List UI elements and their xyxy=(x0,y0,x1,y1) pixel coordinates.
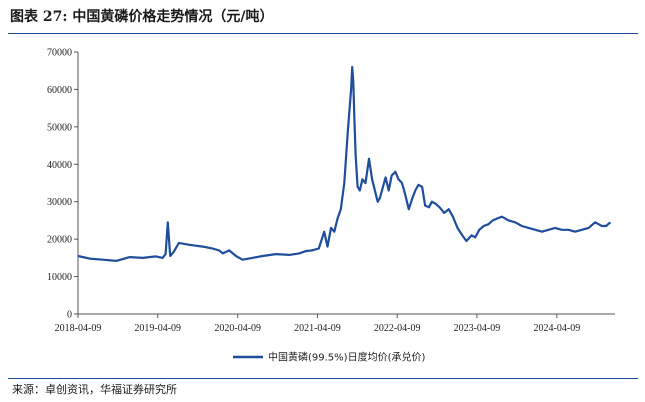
y-axis-ticks: 0 10000 20000 30000 40000 50000 60000 70000 xyxy=(47,48,78,321)
y-tick-label: 60000 xyxy=(47,85,72,96)
title-rule xyxy=(8,33,638,34)
x-axis-ticks: 2018-04-09 2019-04-09 2020-04-09 2021-04-09… xyxy=(55,314,581,334)
chart-legend: 中国黄磷(99.5%)日度均价(承兑价) xyxy=(233,351,425,364)
x-tick-label: 2019-04-09 xyxy=(134,323,181,334)
x-tick-label: 2024-04-09 xyxy=(534,323,581,334)
y-tick-label: 40000 xyxy=(47,160,72,171)
y-tick-label: 10000 xyxy=(47,272,72,283)
x-tick-label: 2020-04-09 xyxy=(214,323,261,334)
series-line xyxy=(77,65,612,262)
source-rule xyxy=(8,378,638,379)
x-tick-label: 2021-04-09 xyxy=(294,323,341,334)
figure-title: 图表 27: 中国黄磷价格走势情况（元/吨） xyxy=(10,9,274,25)
y-tick-label: 30000 xyxy=(47,197,72,208)
y-tick-label: 20000 xyxy=(47,235,72,246)
source-note: 来源：卓创资讯，华福证券研究所 xyxy=(12,383,177,396)
x-tick-label: 2023-04-09 xyxy=(454,323,501,334)
y-tick-label: 70000 xyxy=(47,48,72,59)
y-tick-label: 50000 xyxy=(47,122,72,133)
y-tick-label: 0 xyxy=(67,310,72,321)
x-tick-label: 2018-04-09 xyxy=(55,323,102,334)
legend-label: 中国黄磷(99.5%)日度均价(承兑价) xyxy=(268,351,425,364)
x-tick-label: 2022-04-09 xyxy=(374,323,421,334)
chart-axes xyxy=(77,52,615,315)
series-layer xyxy=(77,65,612,262)
